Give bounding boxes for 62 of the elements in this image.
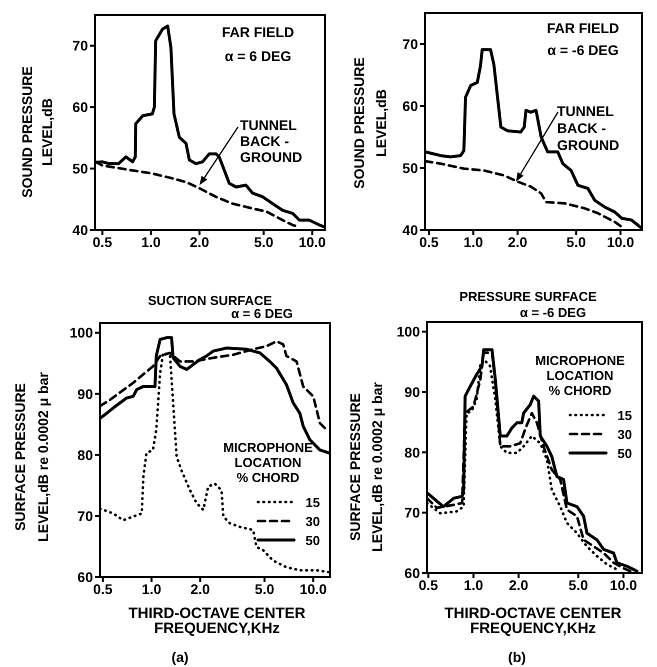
legend-title: MICROPHONE LOCATION % CHORD: [223, 440, 314, 485]
chart-subtitle: α = -6 DEG: [520, 305, 586, 320]
x-tick-label: 1.0: [464, 576, 484, 593]
legend-label: 50: [618, 446, 632, 461]
x-tick-label: 5.0: [566, 234, 586, 250]
y-tick-label: 80: [404, 444, 420, 460]
y-tick-label: 60: [402, 98, 418, 114]
annotation: TUNNEL BACK - GROUND: [240, 117, 302, 165]
y-tick-label: 90: [404, 384, 420, 400]
y-tick-label: 60: [404, 564, 420, 581]
x-tick-label: 0.5: [93, 580, 113, 597]
x-tick-label: 10.0: [298, 234, 326, 250]
legend-label: 50: [306, 533, 320, 548]
x-tick-label: 0.5: [92, 234, 112, 250]
y-axis-title: SURFACE PRESSURE LEVEL,dB re 0.0002 μ bar: [347, 382, 385, 552]
x-tick-label: 1.0: [142, 580, 162, 597]
y-tick-label: 60: [77, 568, 94, 585]
annotation: FAR FIELD α = 6 DEG: [222, 24, 294, 64]
x-tick-label: 5.0: [254, 580, 274, 597]
chart-title: SUCTION SURFACE: [148, 293, 272, 308]
y-tick-label: 70: [402, 36, 418, 52]
x-tick-label: 10.0: [610, 576, 638, 593]
y-tick-label: 50: [72, 160, 88, 177]
x-tick-label: 0.5: [419, 234, 439, 250]
chart-title: PRESSURE SURFACE: [459, 289, 597, 304]
y-tick-label: 40: [402, 222, 418, 238]
x-tick-label: 1.0: [464, 234, 484, 250]
legend-label: 30: [618, 427, 632, 442]
y-axis-title: SURFACE PRESSURE LEVEL,dB re 0.0002 μ bar: [12, 372, 51, 542]
x-tick-label: 2.0: [508, 234, 528, 250]
y-tick-label: 70: [77, 508, 94, 524]
y-tick-label: 60: [72, 99, 88, 116]
legend-label: 30: [306, 514, 320, 529]
y-axis-title: SOUND PRESSURE LEVEL,dB: [351, 57, 389, 189]
y-tick-label: 50: [402, 160, 418, 176]
x-tick-label: 2.0: [190, 580, 210, 597]
text: (a): [171, 649, 189, 665]
x-tick-label: 2.0: [508, 576, 529, 593]
chart-subtitle: α = 6 DEG: [231, 306, 293, 321]
legend-label: 15: [306, 495, 320, 510]
text: (b): [508, 649, 526, 665]
annotation: FAR FIELD α = -6 DEG: [546, 20, 620, 58]
legend-title: MICROPHONE LOCATION % CHORD: [535, 353, 626, 398]
y-tick-label: 70: [404, 504, 420, 521]
x-tick-label: 5.0: [568, 576, 588, 593]
x-axis-title: THIRD-OCTAVE CENTER FREQUENCY,KHz: [128, 605, 306, 637]
x-tick-label: 2.0: [190, 234, 210, 250]
x-axis-title: THIRD-OCTAVE CENTER FREQUENCY,KHz: [444, 605, 622, 637]
x-tick-label: 10.0: [606, 234, 634, 250]
y-tick-label: 80: [77, 446, 94, 463]
legend-label: 15: [618, 408, 632, 423]
y-tick-label: 100: [396, 324, 420, 340]
y-axis-title: SOUND PRESSURE LEVEL,dB: [19, 66, 55, 198]
y-tick-label: 100: [70, 324, 94, 341]
x-tick-label: 10.0: [300, 580, 328, 597]
y-tick-label: 70: [72, 38, 88, 54]
x-tick-label: 1.0: [141, 234, 161, 250]
x-tick-label: 0.5: [418, 576, 438, 593]
annotation: TUNNEL BACK - GROUND: [557, 103, 620, 153]
y-tick-label: 90: [77, 386, 94, 402]
x-tick-label: 5.0: [254, 234, 274, 250]
y-tick-label: 40: [72, 222, 88, 238]
